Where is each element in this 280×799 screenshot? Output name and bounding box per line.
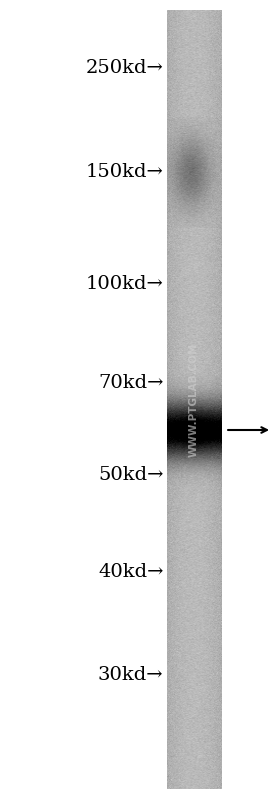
Text: 30kd→: 30kd→	[98, 666, 164, 684]
Text: 40kd→: 40kd→	[98, 563, 164, 581]
Text: 250kd→: 250kd→	[86, 59, 164, 77]
Text: WWW.PTGLAB.COM: WWW.PTGLAB.COM	[189, 342, 199, 457]
Text: 50kd→: 50kd→	[98, 466, 164, 484]
Text: 70kd→: 70kd→	[98, 374, 164, 392]
Text: 100kd→: 100kd→	[86, 275, 164, 293]
Text: 150kd→: 150kd→	[86, 163, 164, 181]
